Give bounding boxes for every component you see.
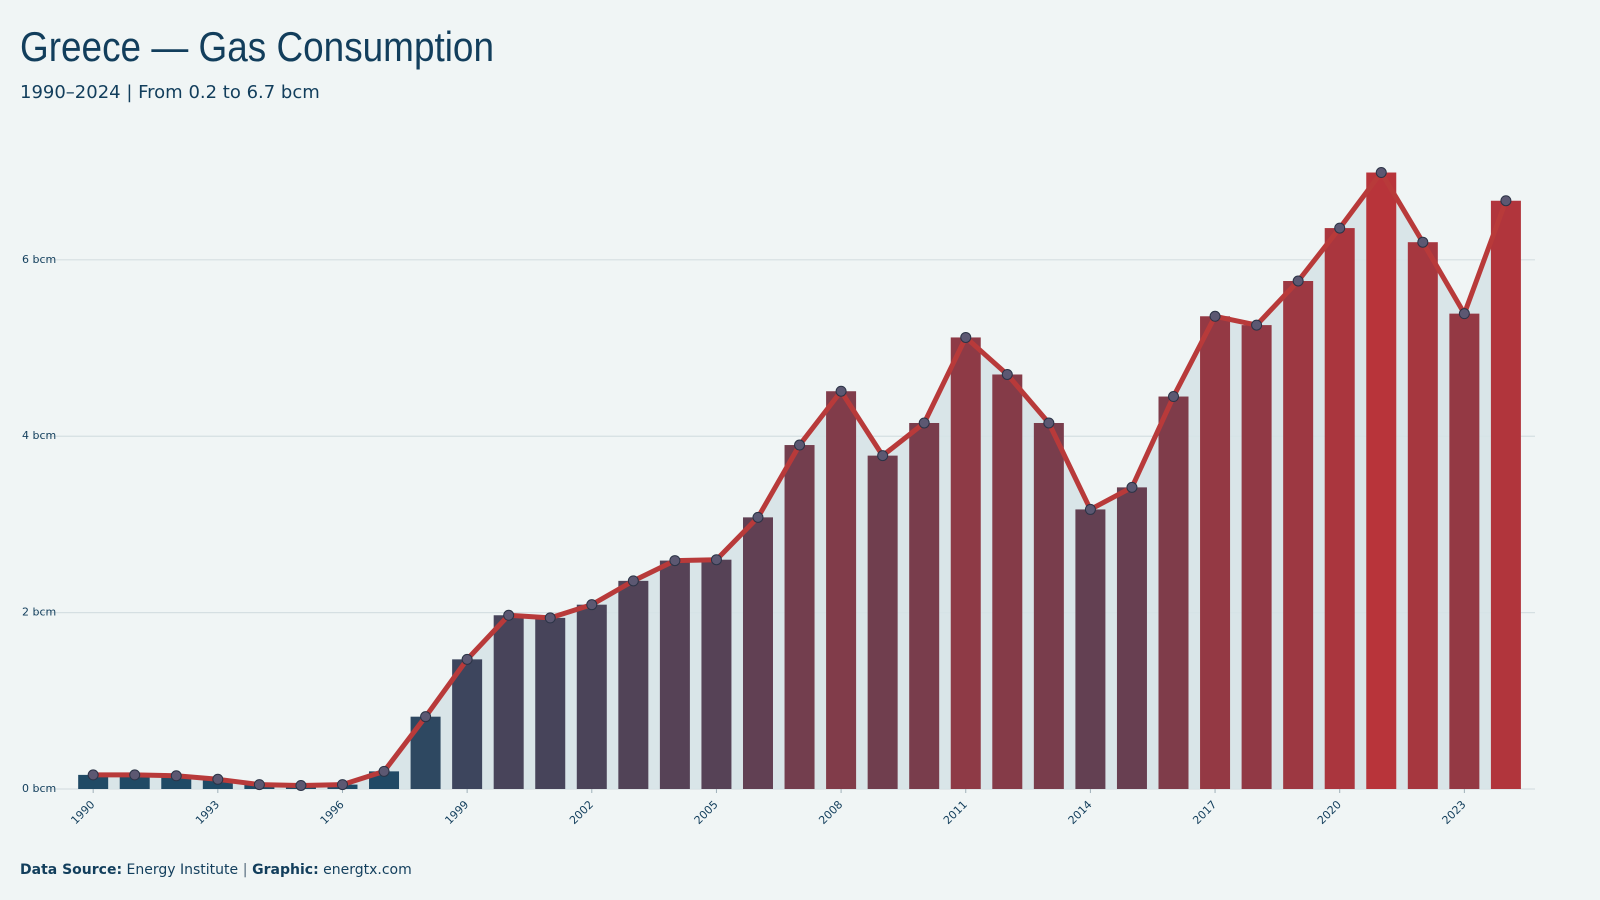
point (1168, 391, 1180, 403)
bar (1241, 325, 1272, 789)
point (835, 385, 847, 397)
point (918, 417, 930, 429)
bar (1449, 313, 1480, 789)
point (170, 770, 182, 782)
chart-title: Greece — Gas Consumption (20, 23, 494, 70)
point (1209, 310, 1221, 322)
point (752, 511, 764, 523)
y-tick-label: 4 bcm (22, 429, 56, 442)
graphic-label: Graphic: (252, 862, 319, 878)
point (420, 711, 432, 723)
source: Energy Institute (127, 862, 239, 878)
bar (535, 617, 566, 789)
x-tick-label: 2014 (1066, 798, 1095, 827)
bar (1407, 242, 1438, 789)
point (1292, 275, 1304, 287)
y-tick-label: 6 bcm (22, 253, 56, 266)
bar (1490, 200, 1521, 790)
point (1001, 368, 1013, 380)
bar (78, 774, 109, 789)
point (794, 439, 806, 451)
bar (1033, 422, 1064, 789)
point (87, 769, 99, 781)
bar (1283, 281, 1314, 789)
bar (1075, 509, 1106, 789)
chart-subtitle: 1990–2024 | From 0.2 to 6.7 bcm (20, 82, 320, 103)
bar (742, 517, 773, 789)
point (1084, 503, 1096, 515)
point (253, 779, 265, 791)
point (1126, 481, 1138, 493)
x-tick-label: 2008 (816, 798, 845, 827)
bar (992, 374, 1023, 789)
bar (161, 775, 192, 789)
x-tick-label: 2023 (1440, 798, 1469, 827)
x-tick-label: 1990 (68, 798, 97, 827)
bar (493, 615, 524, 789)
bar (950, 337, 981, 789)
x-tick-label: 1996 (318, 798, 347, 827)
bar (1116, 487, 1147, 789)
x-tick-label: 2020 (1315, 798, 1344, 827)
y-tick-label: 2 bcm (22, 606, 56, 619)
bar (1158, 396, 1189, 789)
bar (867, 455, 898, 789)
point (586, 599, 598, 611)
point (336, 779, 348, 791)
point (503, 609, 515, 621)
point (544, 612, 556, 624)
point (877, 450, 889, 462)
bar (1324, 228, 1355, 790)
point (627, 575, 639, 587)
bar (452, 659, 483, 789)
point (1251, 319, 1263, 331)
point (129, 769, 141, 781)
point (378, 765, 390, 777)
x-tick-label: 1993 (193, 798, 222, 827)
bar (119, 774, 150, 789)
point (1500, 195, 1512, 207)
bar (701, 559, 732, 789)
footer: Data Source: Energy Institute | Graphic:… (20, 862, 412, 878)
bar (784, 445, 815, 789)
point (1417, 236, 1429, 248)
point (461, 653, 473, 665)
bar (1200, 316, 1231, 789)
x-tick-label: 2005 (692, 798, 721, 827)
point (669, 555, 681, 567)
x-tick-label: 2017 (1190, 798, 1219, 827)
bar (909, 422, 940, 789)
x-tick-label: 2011 (941, 798, 970, 827)
bar (1366, 172, 1397, 790)
point (295, 779, 307, 791)
source-label: Data Source: (20, 862, 122, 878)
point (212, 773, 224, 785)
x-tick-label: 2002 (567, 798, 596, 827)
bar (618, 580, 649, 789)
separator: | (243, 862, 248, 878)
bar (659, 560, 690, 789)
point (1458, 308, 1470, 320)
point (960, 331, 972, 343)
point (710, 554, 722, 566)
y-tick-label: 0 bcm (22, 782, 56, 795)
point (1375, 167, 1387, 179)
x-tick-label: 1999 (442, 798, 471, 827)
point (1334, 222, 1346, 234)
graphic: energtx.com (323, 862, 412, 878)
bar (576, 604, 607, 789)
bar (826, 391, 857, 789)
point (1043, 417, 1055, 429)
